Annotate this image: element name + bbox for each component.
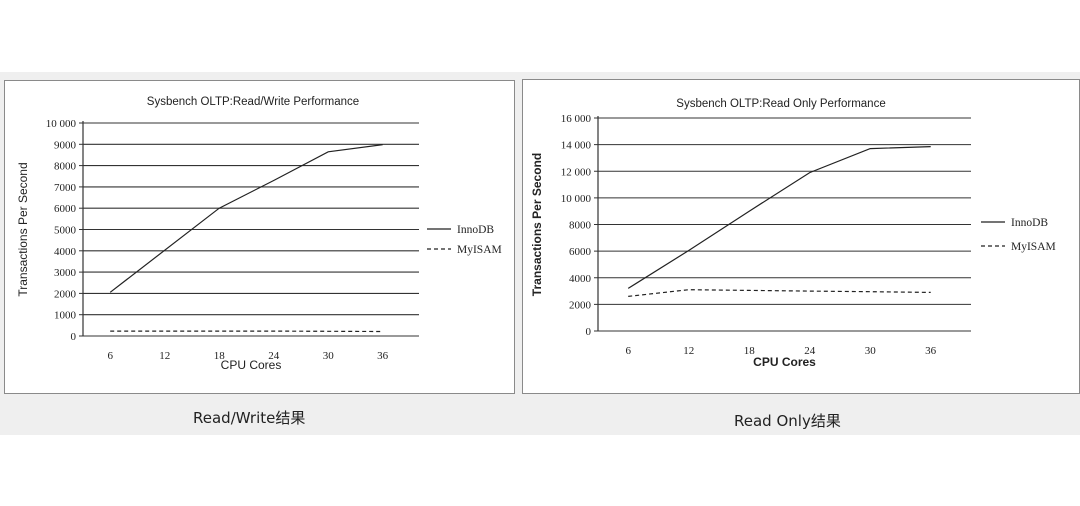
y-tick-label: 4000 (54, 246, 77, 258)
legend-label-innodb: InnoDB (1011, 217, 1048, 229)
x-tick-label: 18 (744, 345, 756, 357)
read-only-caption: Read Only结果 (734, 412, 841, 430)
series-line-myisam (628, 289, 931, 297)
x-tick-label: 30 (865, 345, 877, 357)
y-axis-label: Transactions Per Second (16, 162, 30, 296)
y-tick-label: 10 000 (46, 118, 77, 130)
x-tick-label: 12 (683, 345, 694, 357)
y-tick-label: 10 000 (561, 193, 592, 205)
x-tick-label: 12 (159, 350, 170, 362)
y-tick-label: 0 (586, 326, 592, 338)
x-tick-label: 18 (214, 350, 226, 362)
chart-title: Sysbench OLTP:Read/Write Performance (147, 96, 359, 108)
y-tick-label: 3000 (54, 267, 77, 279)
y-tick-label: 0 (71, 331, 77, 343)
chart-title: Sysbench OLTP:Read Only Performance (676, 98, 885, 110)
x-tick-label: 6 (107, 350, 113, 362)
x-tick-label: 36 (925, 345, 937, 357)
x-tick-label: 36 (377, 350, 389, 362)
y-tick-label: 9000 (54, 139, 77, 151)
x-tick-label: 30 (323, 350, 335, 362)
x-tick-label: 6 (625, 345, 631, 357)
read-write-chart-panel: Sysbench OLTP:Read/Write Performance 0 100… (4, 80, 515, 394)
y-tick-label: 7000 (54, 182, 77, 194)
y-tick-label: 14 000 (561, 140, 592, 152)
read-write-caption: Read/Write结果 (193, 409, 306, 427)
legend-label-myisam: MyISAM (1011, 241, 1056, 253)
y-axis-label: Transactions Per Second (530, 153, 544, 296)
y-tick-label: 16 000 (561, 113, 592, 125)
x-axis-label: CPU Cores (221, 358, 282, 372)
y-tick-label: 8000 (54, 161, 77, 173)
y-tick-label: 12 000 (561, 166, 592, 178)
y-tick-label: 6000 (54, 203, 77, 215)
y-tick-label: 6000 (569, 246, 592, 258)
x-axis-label: CPU Cores (753, 355, 816, 369)
y-tick-label: 1000 (54, 310, 77, 322)
legend-label-myisam: MyISAM (457, 244, 502, 256)
read-only-chart-panel: Sysbench OLTP:Read Only Performance 0 2000… (522, 79, 1080, 394)
y-tick-label: 2000 (54, 288, 77, 300)
read-write-chart: Sysbench OLTP:Read/Write Performance 0 100… (16, 96, 502, 372)
legend-label-innodb: InnoDB (457, 224, 494, 236)
y-tick-label: 8000 (569, 220, 592, 232)
y-tick-label: 4000 (569, 273, 592, 285)
series-line-innodb (109, 144, 383, 293)
series-line-innodb (627, 146, 931, 289)
y-tick-label: 5000 (54, 225, 77, 237)
y-tick-label: 2000 (569, 299, 592, 311)
read-only-chart: Sysbench OLTP:Read Only Performance 0 2000… (530, 98, 1056, 369)
x-tick-label: 24 (268, 350, 280, 362)
x-tick-label: 24 (804, 345, 816, 357)
